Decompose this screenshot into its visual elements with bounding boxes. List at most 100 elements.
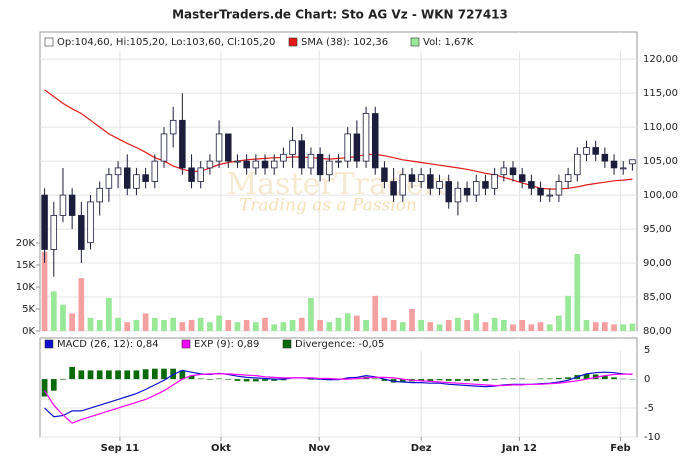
divergence-bar — [399, 379, 406, 382]
candle-body — [41, 194, 48, 250]
volume-bar — [69, 313, 75, 331]
legend-background — [41, 33, 636, 51]
divergence-bar — [115, 370, 121, 380]
volume-bar — [289, 320, 296, 331]
divergence-bar — [151, 368, 158, 380]
y-tick-label: 100,00 — [643, 190, 678, 201]
candle-body — [87, 201, 94, 244]
divergence-bar — [142, 369, 149, 380]
legend-label: SMA (38): 102,36 — [301, 37, 388, 48]
y-tick-label: 85,00 — [643, 292, 672, 303]
divergence-bar — [381, 379, 388, 381]
candle-body — [546, 194, 553, 197]
macd-line — [44, 373, 633, 424]
volume-bar — [133, 320, 140, 331]
candle-body — [601, 153, 609, 162]
y-tick-label: 105,00 — [643, 156, 678, 167]
volume-bar — [620, 324, 627, 331]
legend-label: EXP (9): 0,89 — [194, 339, 259, 350]
y-tick-label: 90,00 — [643, 258, 672, 269]
divergence-bar — [50, 379, 57, 391]
volume-bar — [473, 313, 480, 331]
volume-bar — [629, 323, 636, 331]
divergence-bar — [473, 379, 480, 381]
candle-body — [445, 181, 452, 203]
candle-body — [335, 160, 342, 163]
candle-body — [362, 113, 370, 162]
candle-body — [316, 153, 324, 176]
divergence-bar — [133, 370, 140, 380]
candle-body — [215, 133, 223, 162]
divergence-bar — [464, 379, 470, 381]
divergence-bar — [427, 379, 434, 381]
y-tick-label: 5 — [644, 345, 650, 356]
y-tick-label: 15K — [16, 260, 36, 271]
volume-bar — [151, 317, 158, 331]
y-tick-label: 0 — [644, 374, 650, 385]
volume-bar — [326, 322, 333, 331]
candle-body — [399, 174, 407, 196]
y-tick-label: 20K — [16, 238, 36, 249]
candle-body — [500, 167, 508, 176]
candle-body — [528, 181, 535, 189]
divergence-bar — [491, 379, 498, 380]
volume-bar — [390, 320, 397, 331]
volume-bar — [519, 320, 526, 331]
candle-body — [289, 140, 296, 155]
candle-body — [326, 160, 333, 176]
candle-body — [50, 215, 58, 250]
candle-body — [436, 181, 443, 189]
divergence-bar — [60, 379, 66, 380]
candle-body — [169, 119, 177, 135]
divergence-bar — [78, 370, 85, 380]
divergence-bar — [565, 377, 571, 380]
volume-bar — [170, 317, 177, 331]
volume-bar — [455, 317, 461, 331]
watermark: MasterTraders Trading as a Passion — [226, 167, 453, 216]
divergence-bar — [308, 379, 314, 380]
candle-body — [629, 159, 636, 165]
divergence-bar — [500, 378, 507, 380]
y-tick-label: 10K — [16, 282, 36, 293]
candle-body — [427, 174, 434, 189]
x-tick-label: Sep 11 — [101, 443, 140, 454]
volume-bar — [96, 320, 103, 331]
volume-bar — [510, 324, 516, 331]
divergence-bar — [510, 378, 516, 380]
volume-bar — [124, 322, 131, 331]
volume-bar — [354, 315, 360, 331]
candle-body — [59, 194, 67, 216]
divergence-bar — [372, 378, 379, 380]
legend-label: Vol: 1,67K — [423, 37, 474, 48]
divergence-bar — [436, 379, 443, 381]
volume-bar — [197, 317, 204, 331]
volume-bar — [188, 320, 195, 331]
candle-body — [261, 160, 269, 169]
candle-body — [298, 140, 306, 169]
volume-bar — [500, 320, 507, 331]
divergence-bar — [197, 378, 204, 380]
legend-swatch — [44, 37, 54, 47]
candle-body — [574, 153, 581, 176]
divergence-bar — [96, 370, 103, 380]
divergence-bar — [262, 379, 268, 381]
volume-bar — [60, 304, 66, 331]
watermark-brand: MasterTraders — [226, 167, 453, 202]
candle-body — [463, 187, 471, 196]
y-tick-label: 5K — [22, 304, 35, 315]
volume-bar — [556, 315, 562, 331]
divergence-bar — [234, 379, 241, 381]
volume-bar — [436, 324, 443, 331]
divergence-bar — [124, 370, 131, 380]
legend-label: MACD (26, 12): 0,84 — [57, 339, 159, 350]
candle-body — [78, 215, 85, 250]
volume-bar — [225, 320, 232, 331]
candle-body — [197, 167, 204, 182]
candle-body — [133, 174, 140, 189]
candle-body — [160, 133, 168, 162]
volume-bar — [537, 322, 544, 331]
divergence-bar — [418, 379, 425, 381]
volume-bar — [234, 322, 241, 331]
candle-body — [537, 187, 544, 196]
volume-bar — [464, 320, 470, 331]
